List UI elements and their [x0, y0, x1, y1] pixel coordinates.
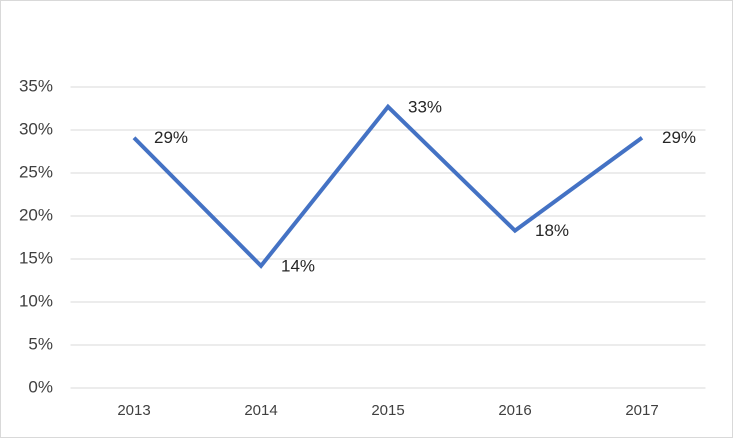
y-tick-label: 10%	[19, 291, 53, 310]
x-tick-label: 2016	[498, 402, 531, 419]
line-series	[132, 103, 644, 269]
data-label: 18%	[535, 221, 569, 240]
data-label: 29%	[154, 128, 188, 147]
x-tick-label: 2017	[625, 402, 658, 419]
y-tick-label: 30%	[19, 119, 53, 138]
y-tick-label: 35%	[19, 76, 53, 95]
y-tick-label: 0%	[28, 377, 53, 396]
y-tick-label: 15%	[19, 248, 53, 267]
x-tick-label: 2014	[244, 402, 277, 419]
y-tick-label: 25%	[19, 162, 53, 181]
x-tick-label: 2013	[117, 402, 150, 419]
data-label: 29%	[662, 128, 696, 147]
data-label: 14%	[281, 256, 315, 275]
data-label: 33%	[408, 97, 442, 116]
x-tick-label: 2015	[371, 402, 404, 419]
y-tick-label: 5%	[28, 334, 53, 353]
y-tick-label: 20%	[19, 205, 53, 224]
